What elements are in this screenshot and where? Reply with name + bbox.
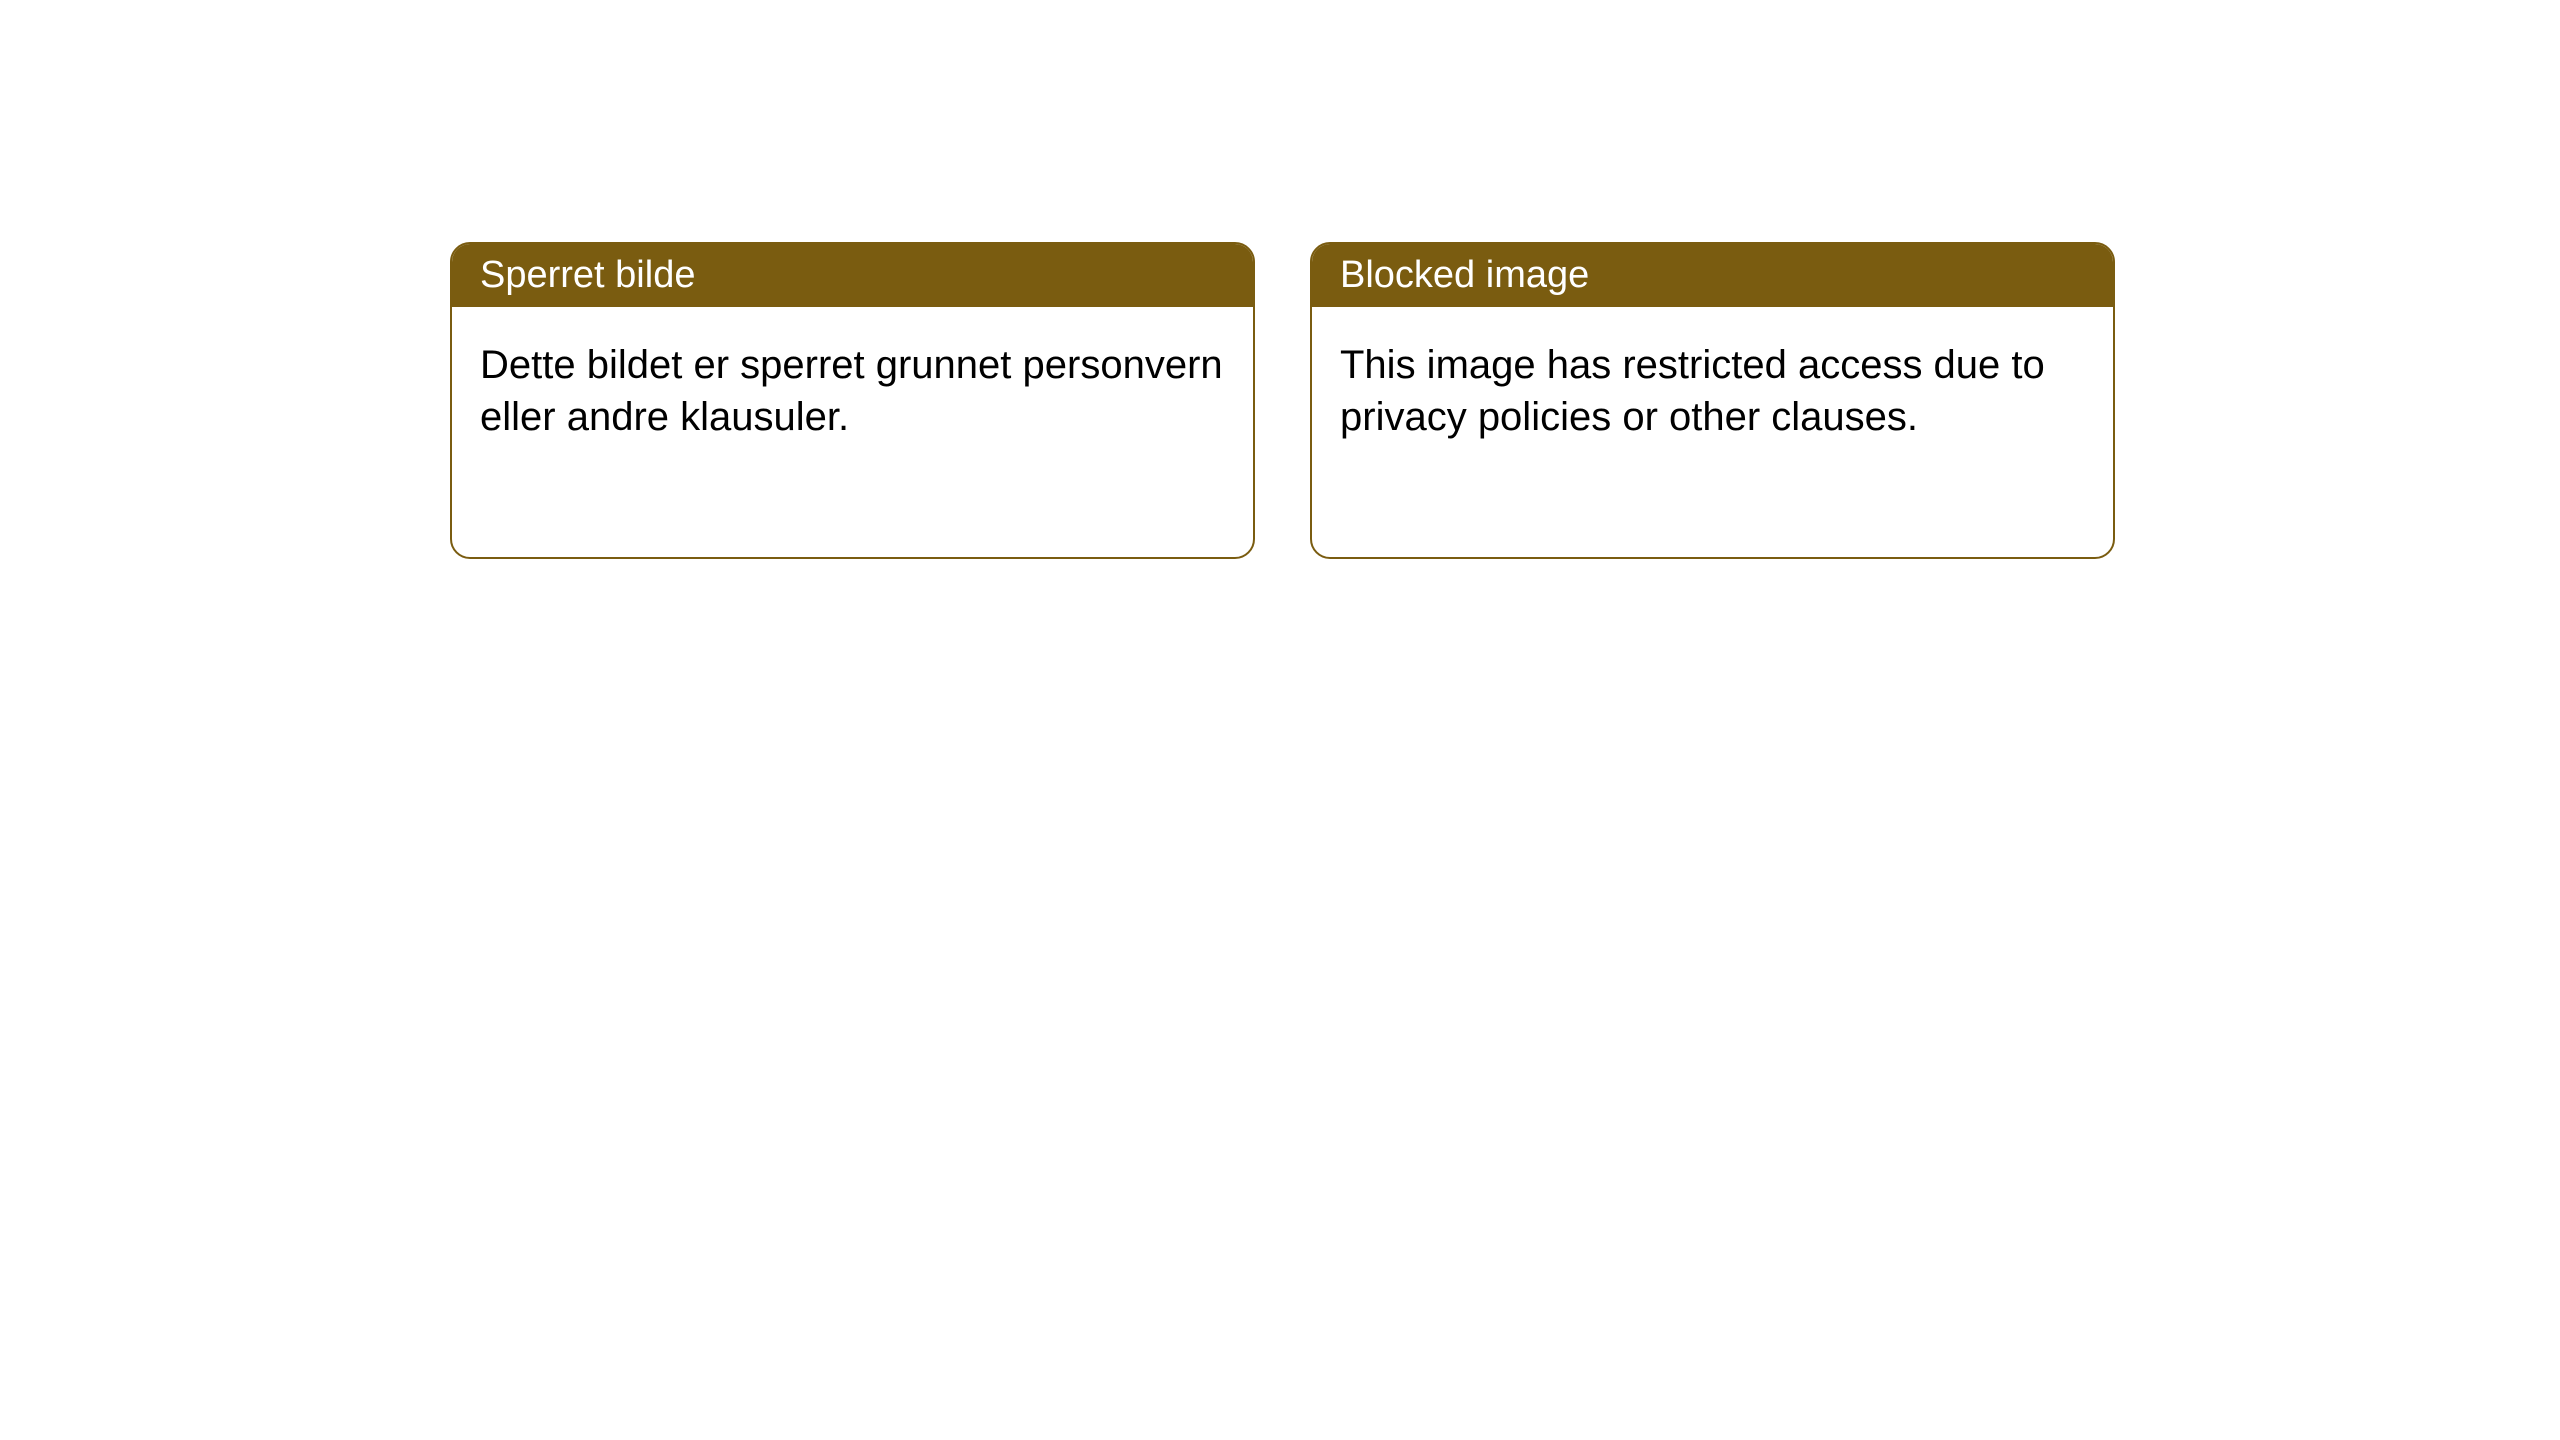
notice-body-text: Dette bildet er sperret grunnet personve… — [480, 343, 1223, 439]
notice-header-text: Sperret bilde — [480, 254, 695, 296]
notice-body-text: This image has restricted access due to … — [1340, 343, 2045, 439]
notice-container: Sperret bilde Dette bildet er sperret gr… — [0, 0, 2560, 559]
notice-header-text: Blocked image — [1340, 254, 1589, 296]
notice-body: Dette bildet er sperret grunnet personve… — [452, 307, 1253, 557]
notice-header: Blocked image — [1312, 244, 2113, 307]
notice-body: This image has restricted access due to … — [1312, 307, 2113, 557]
notice-header: Sperret bilde — [452, 244, 1253, 307]
notice-card-norwegian: Sperret bilde Dette bildet er sperret gr… — [450, 242, 1255, 559]
notice-card-english: Blocked image This image has restricted … — [1310, 242, 2115, 559]
